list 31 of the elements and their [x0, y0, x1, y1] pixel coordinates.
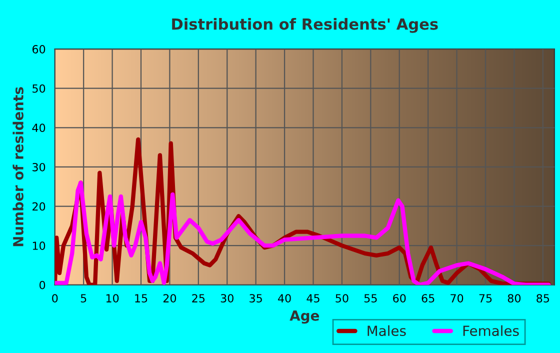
y-tick-label: 10 — [32, 242, 46, 250]
legend-label: Males — [368, 325, 406, 336]
y-tick-label: 40 — [32, 124, 46, 132]
x-tick-label: 60 — [393, 294, 406, 302]
y-tick-label: 20 — [32, 202, 46, 211]
x-tick-label: 70 — [450, 294, 464, 302]
y-tick-label: 50 — [32, 84, 46, 93]
x-tick-label: 40 — [278, 294, 291, 302]
legend-label: Females — [463, 325, 519, 336]
y-axis-title: Number of residents — [12, 87, 24, 246]
x-tick-label: 35 — [250, 294, 262, 302]
x-axis-title: Age — [290, 310, 320, 324]
x-tick-label: 75 — [479, 294, 492, 302]
x-tick-label: 50 — [336, 294, 348, 302]
line-series — [54, 180, 551, 285]
x-tick-label: 15 — [135, 294, 148, 302]
y-tick-label: 60 — [32, 45, 46, 54]
chart-title: Distribution of Residents' Ages — [172, 18, 438, 33]
x-tick-label: 45 — [306, 294, 320, 302]
x-tick-label: 30 — [220, 294, 234, 302]
x-tick-label: 80 — [508, 294, 521, 302]
x-tick-label: 55 — [364, 294, 377, 302]
y-tick-label: 30 — [32, 162, 46, 172]
x-tick-label: 85 — [536, 294, 550, 302]
x-tick-label: 10 — [106, 294, 119, 302]
x-tick-label: 20 — [163, 294, 176, 302]
x-tick-label: 5 — [80, 294, 86, 302]
x-tick-label: 0 — [52, 294, 58, 302]
x-tick-label: 25 — [192, 294, 205, 302]
y-tick-label: 0 — [40, 280, 46, 290]
x-tick-label: 65 — [422, 294, 434, 302]
